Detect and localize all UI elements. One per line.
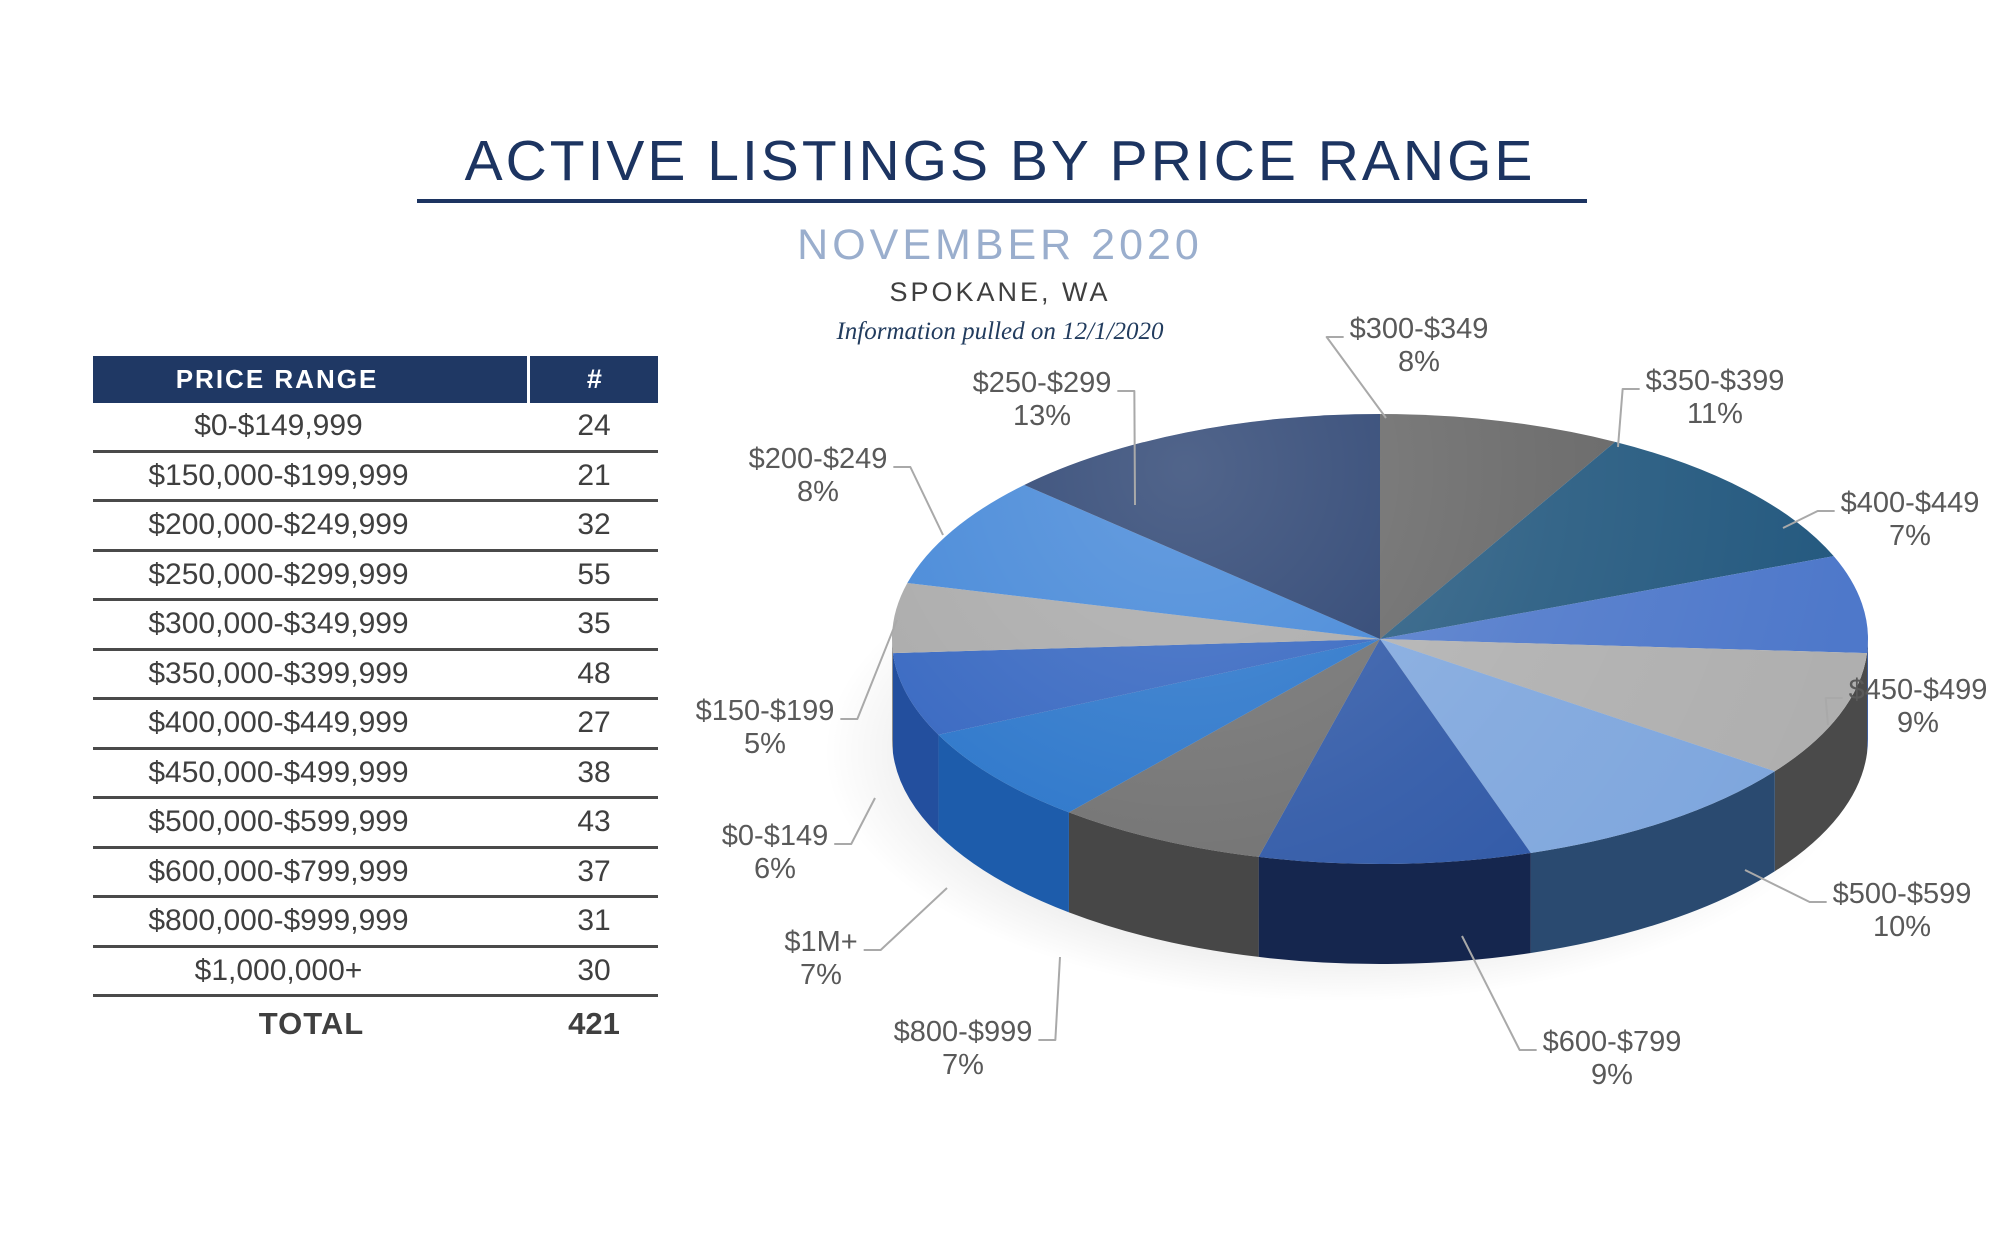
- total-label: TOTAL: [258, 1006, 365, 1041]
- price-range-cell: $500,000-$599,999: [148, 805, 409, 839]
- slice-label: $800-$999: [894, 1016, 1033, 1048]
- page-title: ACTIVE LISTINGS BY PRICE RANGE: [464, 129, 1536, 193]
- count-cell: 21: [577, 458, 611, 492]
- price-range-cell: $400,000-$449,999: [148, 706, 409, 740]
- slice-label: $250-$299: [973, 367, 1112, 399]
- table-row: $350,000-$399,999 48: [93, 651, 658, 700]
- slice-percent: 5%: [744, 728, 786, 760]
- pie-sheen: [892, 414, 1868, 864]
- count-cell: 48: [577, 656, 611, 690]
- table-row: $1,000,000+ 30: [93, 948, 658, 997]
- price-range-cell: $1,000,000+: [194, 953, 363, 987]
- price-range-cell: $800,000-$999,999: [148, 904, 409, 938]
- count-cell: 37: [577, 854, 611, 888]
- listings-table: PRICE RANGE # $0-$149,999 24 $150,000-$199…: [93, 356, 658, 1051]
- table-row: $200,000-$249,999 32: [93, 502, 658, 552]
- price-range-cell: $450,000-$499,999: [148, 755, 409, 789]
- subtitle-month: NOVEMBER 2020: [797, 221, 1203, 269]
- info-note: Information pulled on 12/1/2020: [836, 318, 1164, 345]
- table-row: $0-$149,999 24: [93, 403, 658, 453]
- pie-slice-side: [938, 734, 1069, 913]
- leader-line: [834, 797, 876, 845]
- table-row: $300,000-$349,999 35: [93, 601, 658, 651]
- slice-percent: 7%: [800, 959, 842, 991]
- pie-labels: $300-$3498%$350-$39911%$400-$4497%$450-$…: [696, 313, 1988, 1091]
- table-row: $400,000-$449,999 27: [93, 700, 658, 750]
- title-underline: [417, 199, 1587, 203]
- count-cell: 55: [577, 557, 611, 591]
- total-row: TOTAL 421: [93, 997, 658, 1051]
- slice-label: $1M+: [784, 926, 857, 958]
- slice-percent: 9%: [1897, 707, 1939, 739]
- leader-line: [840, 619, 898, 720]
- table-header: PRICE RANGE #: [93, 356, 658, 403]
- count-cell: 35: [577, 607, 611, 641]
- table-row: $600,000-$799,999 37: [93, 849, 658, 898]
- leader-line: [1038, 956, 1061, 1041]
- count-cell: 27: [577, 706, 611, 740]
- table-row: $450,000-$499,999 38: [93, 750, 658, 799]
- leader-line: [893, 466, 944, 536]
- leader-line: [1744, 869, 1827, 903]
- count-cell: 38: [577, 755, 611, 789]
- table-body: $0-$149,999 24 $150,000-$199,999 21 $200,000…: [93, 403, 658, 997]
- slice-percent: 8%: [797, 476, 839, 508]
- pie-slice-side: [1530, 771, 1775, 953]
- slice-percent: 7%: [1889, 520, 1931, 552]
- slice-percent: 8%: [1398, 346, 1440, 378]
- price-range-cell: $0-$149,999: [194, 409, 363, 443]
- price-range-cell: $300,000-$349,999: [148, 607, 409, 641]
- slice-label: $500-$599: [1833, 878, 1972, 910]
- count-cell: 31: [577, 904, 611, 938]
- slice-label: $150-$199: [696, 695, 835, 727]
- table-row: $800,000-$999,999 31: [93, 898, 658, 948]
- count-cell: 32: [577, 508, 611, 542]
- slice-percent: 11%: [1687, 398, 1743, 430]
- price-range-cell: $350,000-$399,999: [148, 656, 409, 690]
- price-range-cell: $250,000-$299,999: [148, 557, 409, 591]
- leader-line: [1117, 390, 1136, 506]
- slice-label: $450-$499: [1849, 674, 1988, 706]
- table-row: $250,000-$299,999 55: [93, 552, 658, 601]
- slice-label: $0-$149: [722, 820, 828, 852]
- leader-line: [1325, 336, 1387, 419]
- slice-label: $400-$449: [1841, 487, 1980, 519]
- count-cell: 30: [577, 953, 611, 987]
- location-label: SPOKANE, WA: [889, 277, 1111, 307]
- table-row: $150,000-$199,999 21: [93, 453, 658, 502]
- slice-label: $300-$349: [1350, 313, 1489, 345]
- leader-line: [1824, 697, 1843, 726]
- price-range-cell: $150,000-$199,999: [148, 458, 409, 492]
- pie-slice-side: [1774, 653, 1868, 872]
- slice-percent: 6%: [754, 853, 796, 885]
- leader-line: [1461, 935, 1537, 1051]
- leader-line: [1617, 388, 1640, 448]
- pie-slice-side: [892, 639, 893, 754]
- count-cell: 24: [577, 409, 611, 443]
- slice-label: $200-$249: [749, 443, 888, 475]
- slice-label: $350-$399: [1646, 365, 1785, 397]
- slice-percent: 13%: [1013, 400, 1071, 432]
- pie-slice-side: [892, 653, 939, 835]
- pie-slice-side: [1867, 639, 1868, 754]
- slice-percent: 9%: [1591, 1059, 1633, 1091]
- count-cell: 43: [577, 805, 611, 839]
- slice-label: $600-$799: [1543, 1026, 1682, 1058]
- price-range-cell: $200,000-$249,999: [148, 508, 409, 542]
- leader-line: [1782, 510, 1835, 529]
- slice-percent: 10%: [1873, 911, 1931, 943]
- price-range-column-header: PRICE RANGE: [93, 356, 530, 403]
- leader-line: [863, 887, 948, 951]
- price-range-cell: $600,000-$799,999: [148, 854, 409, 888]
- slice-percent: 7%: [942, 1049, 984, 1081]
- count-column-header: #: [586, 364, 602, 394]
- total-value: 421: [568, 1006, 620, 1041]
- table-row: $500,000-$599,999 43: [93, 799, 658, 849]
- pie-slice-side: [1258, 852, 1531, 964]
- pie-slice-side: [1068, 812, 1259, 957]
